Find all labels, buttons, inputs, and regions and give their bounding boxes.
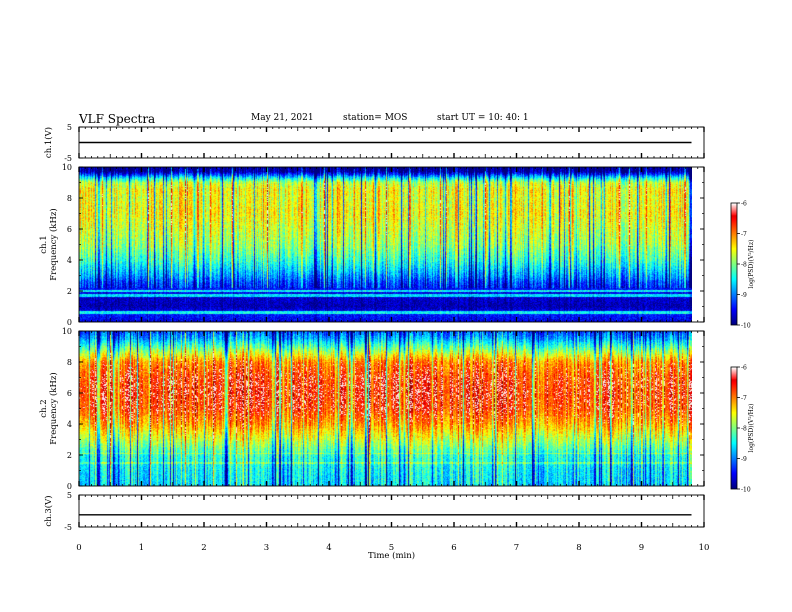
spectrogram-image [79, 167, 692, 322]
figure-title: VLF Spectra [79, 112, 156, 126]
colorbar-tick-label: -10 [741, 323, 751, 330]
colorbar-tick-label: -8 [741, 426, 747, 433]
y-axis-label: Frequency (kHz) [48, 372, 59, 444]
x-tick-label: 3 [264, 543, 269, 553]
colorbar-tick-label: -6 [741, 201, 747, 208]
start-time-label: start UT = 10: 40: 1 [437, 113, 529, 123]
y-tick-label: -5 [64, 154, 72, 163]
x-tick-label: 2 [201, 543, 206, 553]
y-axis-label: ch.3(V) [43, 495, 54, 526]
y-tick-label: 6 [67, 225, 72, 234]
colorbar-tick-label: -7 [741, 395, 747, 402]
colorbar: -6 -7 -8 -9 -10 log(PSD)(V²/Hz) [730, 365, 755, 494]
y-tick-label: 10 [62, 327, 72, 336]
panel-ch1-voltage: 5 -5 ch.1(V) [43, 123, 705, 163]
colorbar-tick-label: -8 [741, 262, 747, 269]
colorbar-tick-label: -9 [741, 292, 747, 299]
y-tick-label: 5 [67, 123, 72, 132]
x-tick-label: 7 [514, 543, 519, 553]
y-tick-label: 2 [67, 287, 72, 296]
colorbar: -6 -7 -8 -9 -10 log(PSD)(V²/Hz) [730, 201, 755, 330]
x-tick-label: 6 [451, 543, 456, 553]
x-tick-label: 0 [76, 543, 81, 553]
colorbar-gradient [731, 367, 737, 489]
y-tick-label: 6 [67, 389, 72, 398]
x-tick-label: 1 [139, 543, 144, 553]
y-axis-label: ch.1 [39, 235, 49, 253]
x-tick-label: 5 [389, 543, 394, 553]
station-label: station= MOS [343, 113, 408, 123]
y-tick-label: 8 [67, 358, 72, 367]
y-tick-label: -5 [64, 523, 72, 532]
x-tick-label: 8 [576, 543, 581, 553]
colorbar-tick-label: -6 [741, 365, 747, 372]
colorbar-tick-label: -7 [741, 231, 747, 238]
colorbar-tick-label: -10 [741, 487, 751, 494]
y-tick-label: 4 [67, 256, 72, 265]
colorbar-gradient [731, 203, 737, 325]
y-tick-label: 2 [67, 451, 72, 460]
date-label: May 21, 2021 [251, 113, 314, 123]
x-tick-label: 4 [326, 543, 331, 553]
y-axis-label: ch.1(V) [43, 127, 54, 158]
y-tick-label: 5 [67, 491, 72, 500]
colorbar-tick-label: -9 [741, 456, 747, 463]
panel-ch1-spectrogram: 0 2 4 6 8 10 ch.1 Frequency (kHz) [39, 163, 705, 327]
y-tick-label: 8 [67, 194, 72, 203]
y-tick-label: 0 [67, 318, 72, 327]
x-tick-label: 10 [699, 543, 710, 553]
spectrogram-image [79, 331, 692, 486]
y-axis-label: Frequency (kHz) [48, 208, 59, 280]
y-tick-label: 0 [67, 482, 72, 491]
panel-ch3-voltage: 5 -5 ch.3(V) [43, 491, 705, 532]
x-axis-label: Time (min) [368, 550, 415, 561]
x-axis: 0 1 2 3 4 5 6 7 8 9 10 Time (min) [76, 543, 709, 561]
colorbar-label: log(PSD)(V²/Hz) [748, 240, 755, 289]
colorbar-label: log(PSD)(V²/Hz) [748, 404, 755, 453]
y-tick-label: 10 [62, 163, 72, 172]
y-axis-label: ch.2 [39, 399, 49, 417]
y-tick-label: 4 [67, 420, 72, 429]
x-tick-label: 9 [639, 543, 644, 553]
panel-ch2-spectrogram: 0 2 4 6 8 10 ch.2 Frequency (kHz) [39, 327, 705, 491]
